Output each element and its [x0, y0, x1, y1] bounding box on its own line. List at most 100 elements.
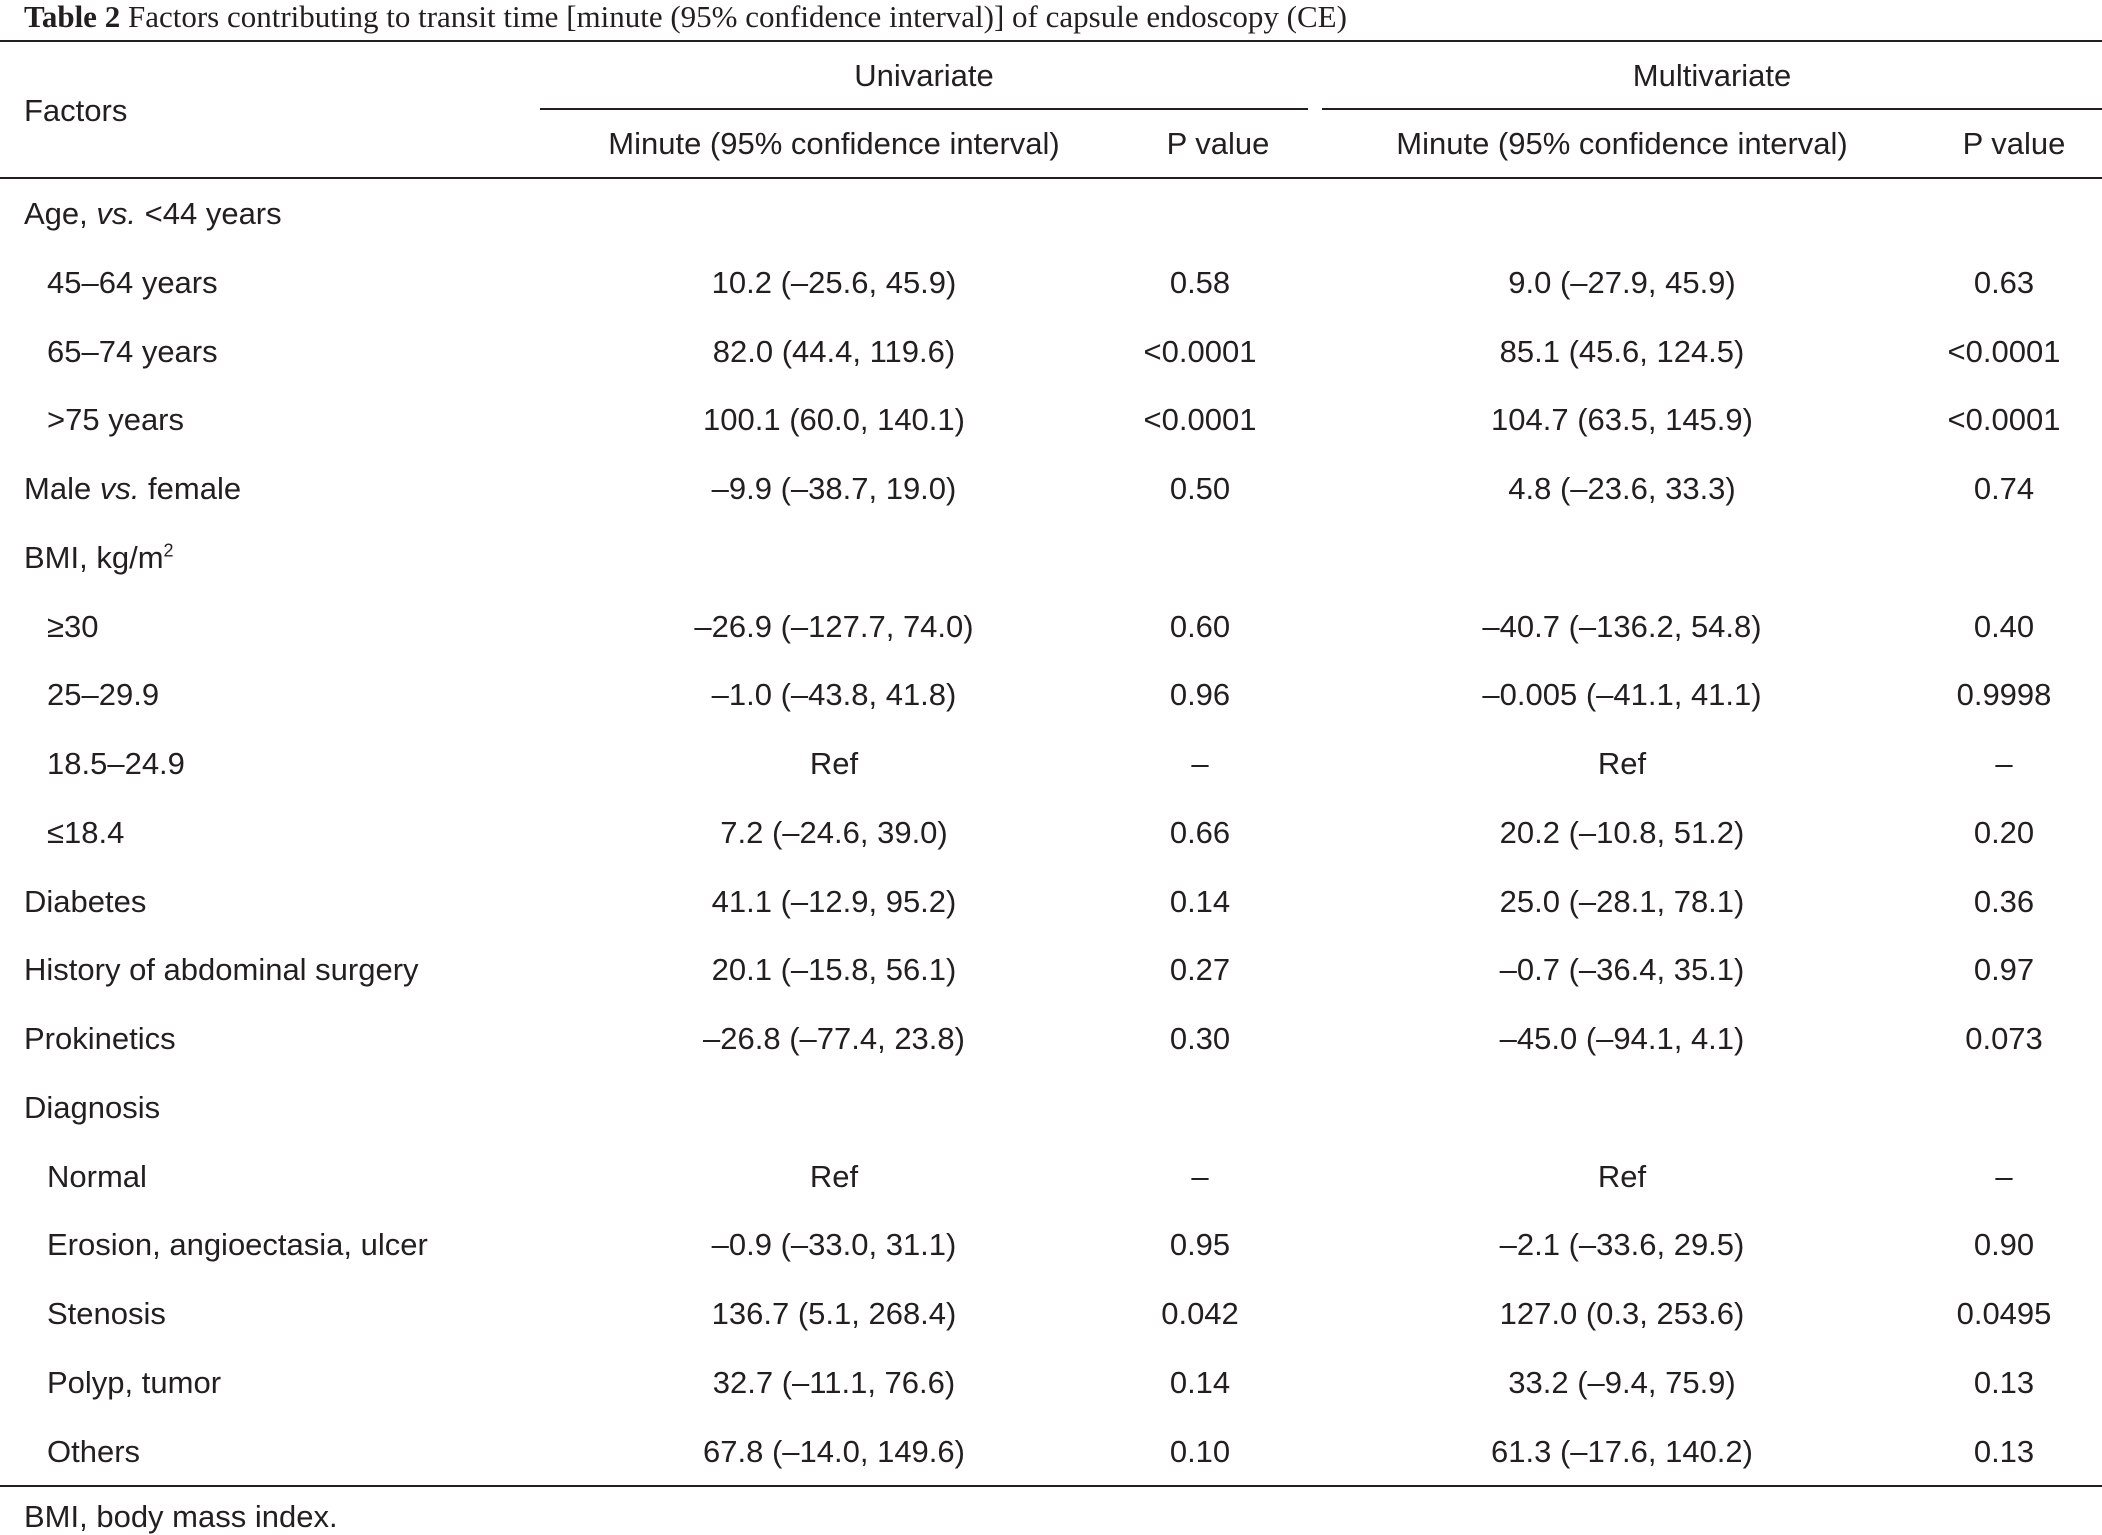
- row-multi-p: <0.0001: [1947, 334, 2061, 369]
- row-multi-minute: Ref: [1597, 746, 1647, 781]
- header-uni-p: P value: [1166, 126, 1270, 161]
- row-uni-p: –: [1191, 1159, 1209, 1194]
- row-multi-minute: –0.005 (–41.1, 41.1): [1482, 677, 1762, 712]
- row-multi-minute: 61.3 (–17.6, 140.2): [1491, 1434, 1753, 1469]
- row-uni-p: 0.14: [1169, 884, 1231, 919]
- row-factor: Prokinetics: [24, 1021, 176, 1056]
- row-multi-p: 0.74: [1973, 471, 2035, 506]
- row-multi-p: –: [1995, 1159, 2013, 1194]
- row-multi-minute: Ref: [1597, 1159, 1647, 1194]
- row-multi-p: 0.073: [1965, 1021, 2043, 1056]
- row-factor: 45–64 years: [47, 265, 218, 300]
- header-univariate: Univariate: [854, 58, 994, 93]
- row-uni-minute: Ref: [809, 746, 859, 781]
- row-multi-p: 0.40: [1973, 609, 2035, 644]
- row-factor: Diagnosis: [24, 1090, 161, 1125]
- header-bottom-rule: [0, 177, 2102, 179]
- row-factor: ≤18.4: [47, 815, 125, 850]
- row-uni-p: 0.10: [1169, 1434, 1231, 1469]
- row-factor-italic: vs.: [96, 196, 137, 231]
- row-factor: Normal: [47, 1159, 147, 1194]
- row-factor: 65–74 years: [47, 334, 218, 369]
- row-uni-minute: 82.0 (44.4, 119.6): [712, 334, 956, 369]
- table-caption-label: Table 2: [24, 0, 121, 34]
- row-uni-minute: –0.9 (–33.0, 31.1): [711, 1227, 957, 1262]
- row-uni-minute: Ref: [809, 1159, 859, 1194]
- row-factor-superscript: 2: [163, 540, 174, 561]
- row-uni-p: 0.66: [1169, 815, 1231, 850]
- row-factor: Age, vs. <44 years: [24, 196, 282, 232]
- header-multivariate: Multivariate: [1632, 58, 1792, 93]
- univariate-span-rule: [540, 108, 1308, 110]
- row-uni-minute: 67.8 (–14.0, 149.6): [703, 1434, 965, 1469]
- row-factor: BMI, kg/m2: [24, 540, 174, 576]
- row-factor-part: female: [139, 471, 242, 506]
- row-factor: 25–29.9: [47, 677, 160, 712]
- row-multi-minute: 104.7 (63.5, 145.9): [1491, 402, 1753, 437]
- row-multi-p: <0.0001: [1947, 402, 2061, 437]
- row-multi-p: 0.20: [1973, 815, 2035, 850]
- row-uni-minute: 10.2 (–25.6, 45.9): [711, 265, 957, 300]
- row-multi-minute: 127.0 (0.3, 253.6): [1499, 1296, 1745, 1331]
- row-factor: Diabetes: [24, 884, 147, 919]
- row-factor: Others: [47, 1434, 141, 1469]
- bottom-rule: [0, 1485, 2102, 1487]
- row-uni-p: 0.14: [1169, 1365, 1231, 1400]
- row-multi-p: 0.9998: [1956, 677, 2052, 712]
- row-factor: Polyp, tumor: [47, 1365, 222, 1400]
- row-uni-minute: 100.1 (60.0, 140.1): [703, 402, 965, 437]
- row-factor: Stenosis: [47, 1296, 166, 1331]
- header-factors: Factors: [24, 93, 128, 128]
- row-uni-p: 0.042: [1161, 1296, 1239, 1331]
- row-multi-minute: 85.1 (45.6, 124.5): [1499, 334, 1745, 369]
- row-multi-p: 0.36: [1973, 884, 2035, 919]
- header-uni-minute: Minute (95% confidence interval): [608, 126, 1060, 161]
- row-uni-p: –: [1191, 746, 1209, 781]
- row-uni-minute: –26.9 (–127.7, 74.0): [694, 609, 974, 644]
- table-caption: Table 2 Factors contributing to transit …: [24, 0, 1347, 34]
- row-uni-minute: 20.1 (–15.8, 56.1): [711, 952, 957, 987]
- row-uni-minute: –26.8 (–77.4, 23.8): [703, 1021, 965, 1056]
- row-uni-p: 0.95: [1169, 1227, 1231, 1262]
- row-uni-minute: –1.0 (–43.8, 41.8): [711, 677, 957, 712]
- row-uni-p: 0.58: [1169, 265, 1231, 300]
- row-multi-p: 0.13: [1973, 1434, 2035, 1469]
- row-multi-minute: –0.7 (–36.4, 35.1): [1499, 952, 1745, 987]
- header-multi-p: P value: [1962, 126, 2066, 161]
- top-rule: [0, 40, 2102, 42]
- row-uni-p: 0.60: [1169, 609, 1231, 644]
- row-factor-part: <44 years: [136, 196, 282, 231]
- row-multi-p: 0.63: [1973, 265, 2035, 300]
- row-factor: 18.5–24.9: [47, 746, 185, 781]
- row-multi-minute: –40.7 (–136.2, 54.8): [1482, 609, 1762, 644]
- row-uni-p: <0.0001: [1143, 402, 1257, 437]
- multivariate-span-rule: [1322, 108, 2102, 110]
- row-factor: ≥30: [47, 609, 99, 644]
- row-uni-minute: 41.1 (–12.9, 95.2): [711, 884, 957, 919]
- row-multi-p: 0.97: [1973, 952, 2035, 987]
- row-uni-p: 0.30: [1169, 1021, 1231, 1056]
- row-multi-p: 0.90: [1973, 1227, 2035, 1262]
- table-footnote: BMI, body mass index.: [24, 1499, 338, 1534]
- row-multi-minute: 25.0 (–28.1, 78.1): [1499, 884, 1745, 919]
- row-multi-p: 0.0495: [1956, 1296, 2052, 1331]
- row-multi-minute: –45.0 (–94.1, 4.1): [1499, 1021, 1745, 1056]
- row-multi-minute: 33.2 (–9.4, 75.9): [1508, 1365, 1736, 1400]
- row-factor-italic: vs.: [99, 471, 140, 506]
- table-caption-text: Factors contributing to transit time [mi…: [127, 0, 1347, 34]
- row-uni-p: <0.0001: [1143, 334, 1257, 369]
- row-multi-p: –: [1995, 746, 2013, 781]
- row-multi-minute: 9.0 (–27.9, 45.9): [1508, 265, 1736, 300]
- row-factor-part: Age,: [24, 196, 97, 231]
- row-factor: Erosion, angioectasia, ulcer: [47, 1227, 428, 1262]
- row-factor-part: BMI, kg/m: [24, 540, 164, 575]
- header-multi-minute: Minute (95% confidence interval): [1396, 126, 1848, 161]
- row-factor: History of abdominal surgery: [24, 952, 419, 987]
- row-uni-p: 0.96: [1169, 677, 1231, 712]
- row-multi-minute: 20.2 (–10.8, 51.2): [1499, 815, 1745, 850]
- row-uni-p: 0.27: [1169, 952, 1231, 987]
- row-multi-minute: –2.1 (–33.6, 29.5): [1499, 1227, 1745, 1262]
- row-uni-minute: 7.2 (–24.6, 39.0): [720, 815, 948, 850]
- row-multi-minute: 4.8 (–23.6, 33.3): [1508, 471, 1736, 506]
